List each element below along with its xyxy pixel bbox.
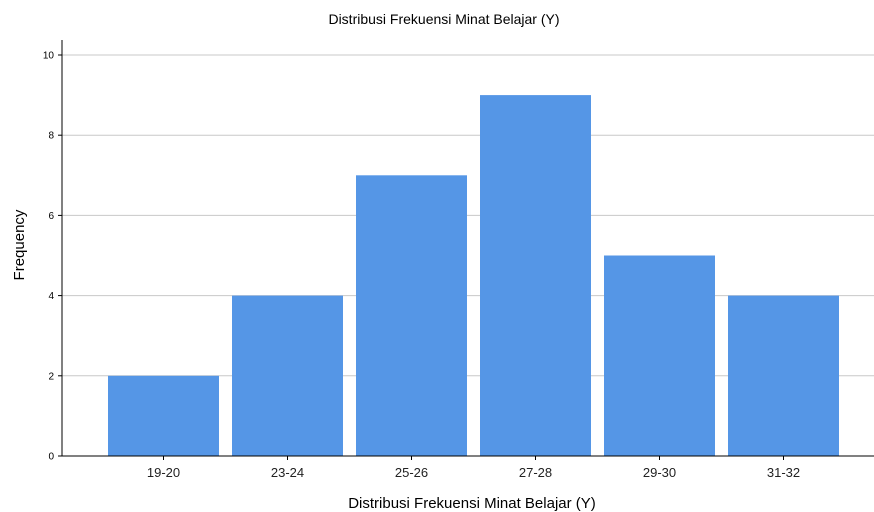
x-tick-label-31-32: 31-32 bbox=[767, 465, 800, 480]
bar-19-20 bbox=[108, 375, 219, 456]
x-tick-label-29-30: 29-30 bbox=[643, 465, 676, 480]
y-tick-label-4: 4 bbox=[48, 291, 54, 302]
x-axis-title: Distribusi Frekuensi Minat Belajar (Y) bbox=[348, 495, 596, 512]
y-tick-labels: 0 2 4 6 8 10 bbox=[43, 51, 62, 463]
x-tick-label-27-28: 27-28 bbox=[519, 465, 552, 480]
y-tick-label-2: 2 bbox=[48, 371, 54, 382]
x-tick-labels: 19-20 23-24 25-26 27-28 29-30 31-32 bbox=[147, 456, 800, 480]
x-tick-label-25-26: 25-26 bbox=[395, 465, 428, 480]
bar-29-30 bbox=[604, 255, 715, 456]
bar-27-28 bbox=[480, 95, 591, 456]
axes bbox=[61, 40, 874, 457]
y-tick-label-10: 10 bbox=[43, 51, 55, 62]
bar-23-24 bbox=[232, 295, 343, 456]
y-tick-label-8: 8 bbox=[48, 131, 54, 142]
chart-title: Distribusi Frekuensi Minat Belajar (Y) bbox=[328, 11, 559, 27]
bar-25-26 bbox=[356, 175, 467, 457]
x-tick-label-23-24: 23-24 bbox=[271, 465, 304, 480]
y-tick-label-6: 6 bbox=[48, 211, 54, 222]
bars bbox=[108, 95, 839, 457]
y-tick-label-0: 0 bbox=[48, 452, 54, 463]
bar-31-32 bbox=[728, 295, 839, 456]
y-axis-title: Frequency bbox=[11, 209, 28, 280]
x-tick-label-19-20: 19-20 bbox=[147, 465, 180, 480]
